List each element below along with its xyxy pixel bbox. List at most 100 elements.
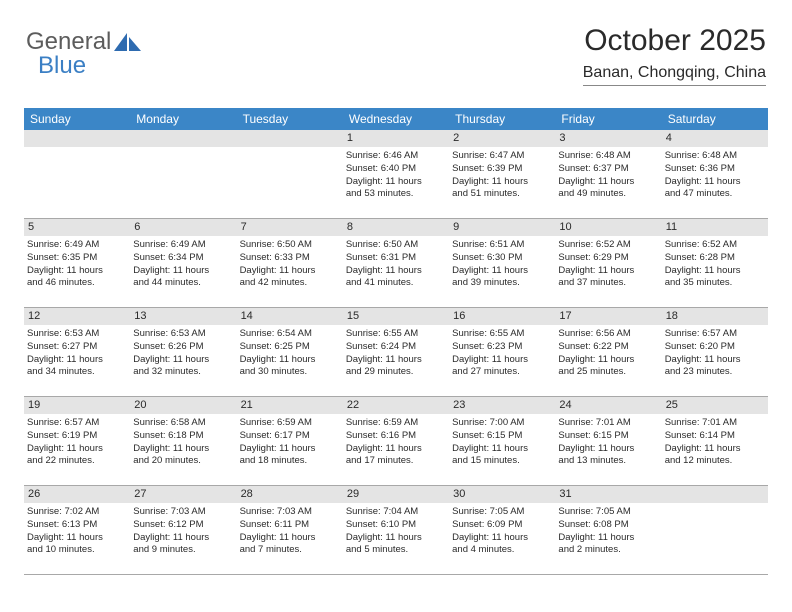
day-cell: 3Sunrise: 6:48 AMSunset: 6:37 PMDaylight… [555, 130, 661, 218]
day-cell: 10Sunrise: 6:52 AMSunset: 6:29 PMDayligh… [555, 219, 661, 307]
day-detail-line: Sunrise: 6:55 AM [346, 328, 446, 341]
day-detail-line: Sunrise: 6:54 AM [240, 328, 340, 341]
day-detail-line: Sunrise: 7:02 AM [27, 506, 127, 519]
day-details: Sunrise: 6:48 AMSunset: 6:36 PMDaylight:… [662, 147, 768, 204]
day-detail-line: and 29 minutes. [346, 366, 446, 379]
day-header-saturday: Saturday [662, 108, 768, 130]
day-detail-line: Daylight: 11 hours [665, 354, 765, 367]
day-details: Sunrise: 6:55 AMSunset: 6:24 PMDaylight:… [343, 325, 449, 382]
day-number: 8 [343, 219, 449, 236]
day-detail-line: Sunset: 6:22 PM [558, 341, 658, 354]
day-detail-line: Daylight: 11 hours [240, 532, 340, 545]
day-detail-line: and 23 minutes. [665, 366, 765, 379]
day-detail-line: and 49 minutes. [558, 188, 658, 201]
day-details: Sunrise: 7:05 AMSunset: 6:08 PMDaylight:… [555, 503, 661, 560]
day-cell: 7Sunrise: 6:50 AMSunset: 6:33 PMDaylight… [237, 219, 343, 307]
day-detail-line: Sunset: 6:24 PM [346, 341, 446, 354]
day-detail-line: Daylight: 11 hours [452, 532, 552, 545]
day-number: 28 [237, 486, 343, 503]
day-number [130, 130, 236, 147]
day-number: 29 [343, 486, 449, 503]
day-detail-line: Sunrise: 6:52 AM [665, 239, 765, 252]
day-detail-line: and 2 minutes. [558, 544, 658, 557]
day-cell: 4Sunrise: 6:48 AMSunset: 6:36 PMDaylight… [662, 130, 768, 218]
day-number: 26 [24, 486, 130, 503]
day-details: Sunrise: 6:53 AMSunset: 6:26 PMDaylight:… [130, 325, 236, 382]
day-detail-line: Sunrise: 6:47 AM [452, 150, 552, 163]
day-detail-line: Sunset: 6:08 PM [558, 519, 658, 532]
day-detail-line: and 39 minutes. [452, 277, 552, 290]
day-number: 2 [449, 130, 555, 147]
day-cell: 8Sunrise: 6:50 AMSunset: 6:31 PMDaylight… [343, 219, 449, 307]
day-cell: 22Sunrise: 6:59 AMSunset: 6:16 PMDayligh… [343, 397, 449, 485]
day-detail-line: Daylight: 11 hours [133, 265, 233, 278]
day-detail-line: Sunset: 6:09 PM [452, 519, 552, 532]
day-detail-line: and 20 minutes. [133, 455, 233, 468]
day-cell: 9Sunrise: 6:51 AMSunset: 6:30 PMDaylight… [449, 219, 555, 307]
day-number: 23 [449, 397, 555, 414]
day-detail-line: Sunset: 6:10 PM [346, 519, 446, 532]
day-detail-line: Sunrise: 6:46 AM [346, 150, 446, 163]
day-detail-line: Sunset: 6:15 PM [558, 430, 658, 443]
day-number: 3 [555, 130, 661, 147]
logo-text-2: Blue [38, 52, 86, 80]
day-detail-line: Daylight: 11 hours [665, 265, 765, 278]
day-detail-line: and 51 minutes. [452, 188, 552, 201]
day-detail-line: and 7 minutes. [240, 544, 340, 557]
day-details: Sunrise: 7:03 AMSunset: 6:11 PMDaylight:… [237, 503, 343, 560]
day-number [24, 130, 130, 147]
day-detail-line: Sunrise: 6:50 AM [240, 239, 340, 252]
calendar: SundayMondayTuesdayWednesdayThursdayFrid… [24, 108, 768, 575]
day-details: Sunrise: 6:46 AMSunset: 6:40 PMDaylight:… [343, 147, 449, 204]
day-detail-line: Sunrise: 6:53 AM [133, 328, 233, 341]
day-detail-line: Sunset: 6:17 PM [240, 430, 340, 443]
day-number: 27 [130, 486, 236, 503]
day-detail-line: Daylight: 11 hours [452, 443, 552, 456]
day-detail-line: Daylight: 11 hours [133, 354, 233, 367]
day-detail-line: Sunrise: 6:53 AM [27, 328, 127, 341]
day-details: Sunrise: 7:02 AMSunset: 6:13 PMDaylight:… [24, 503, 130, 560]
day-cell: 15Sunrise: 6:55 AMSunset: 6:24 PMDayligh… [343, 308, 449, 396]
day-cell: 2Sunrise: 6:47 AMSunset: 6:39 PMDaylight… [449, 130, 555, 218]
day-detail-line: Sunset: 6:20 PM [665, 341, 765, 354]
logo-sail-icon [113, 31, 143, 53]
day-detail-line: Daylight: 11 hours [346, 265, 446, 278]
week-row: 19Sunrise: 6:57 AMSunset: 6:19 PMDayligh… [24, 397, 768, 486]
week-row: 1Sunrise: 6:46 AMSunset: 6:40 PMDaylight… [24, 130, 768, 219]
day-detail-line: Daylight: 11 hours [27, 265, 127, 278]
day-number [237, 130, 343, 147]
day-number: 1 [343, 130, 449, 147]
day-detail-line: Sunrise: 6:48 AM [558, 150, 658, 163]
day-cell: 29Sunrise: 7:04 AMSunset: 6:10 PMDayligh… [343, 486, 449, 574]
day-detail-line: Sunrise: 6:52 AM [558, 239, 658, 252]
day-detail-line: and 30 minutes. [240, 366, 340, 379]
day-detail-line: Sunset: 6:26 PM [133, 341, 233, 354]
day-detail-line: and 9 minutes. [133, 544, 233, 557]
day-details: Sunrise: 6:58 AMSunset: 6:18 PMDaylight:… [130, 414, 236, 471]
day-header-tuesday: Tuesday [237, 108, 343, 130]
day-details: Sunrise: 7:00 AMSunset: 6:15 PMDaylight:… [449, 414, 555, 471]
day-detail-line: Sunrise: 7:01 AM [665, 417, 765, 430]
day-cell: 30Sunrise: 7:05 AMSunset: 6:09 PMDayligh… [449, 486, 555, 574]
day-details: Sunrise: 6:47 AMSunset: 6:39 PMDaylight:… [449, 147, 555, 204]
day-detail-line: and 5 minutes. [346, 544, 446, 557]
day-detail-line: Sunset: 6:14 PM [665, 430, 765, 443]
day-details: Sunrise: 6:50 AMSunset: 6:33 PMDaylight:… [237, 236, 343, 293]
day-detail-line: and 37 minutes. [558, 277, 658, 290]
day-detail-line: Sunrise: 6:56 AM [558, 328, 658, 341]
day-number: 18 [662, 308, 768, 325]
day-detail-line: Daylight: 11 hours [27, 443, 127, 456]
day-cell: 20Sunrise: 6:58 AMSunset: 6:18 PMDayligh… [130, 397, 236, 485]
day-detail-line: Daylight: 11 hours [240, 265, 340, 278]
day-detail-line: and 32 minutes. [133, 366, 233, 379]
day-headers-row: SundayMondayTuesdayWednesdayThursdayFrid… [24, 108, 768, 130]
day-detail-line: Daylight: 11 hours [346, 443, 446, 456]
day-cell: 12Sunrise: 6:53 AMSunset: 6:27 PMDayligh… [24, 308, 130, 396]
day-details: Sunrise: 7:01 AMSunset: 6:15 PMDaylight:… [555, 414, 661, 471]
day-cell [237, 130, 343, 218]
day-number: 25 [662, 397, 768, 414]
day-detail-line: and 42 minutes. [240, 277, 340, 290]
day-detail-line: Sunrise: 7:05 AM [558, 506, 658, 519]
day-number: 11 [662, 219, 768, 236]
day-detail-line: Sunrise: 6:57 AM [665, 328, 765, 341]
